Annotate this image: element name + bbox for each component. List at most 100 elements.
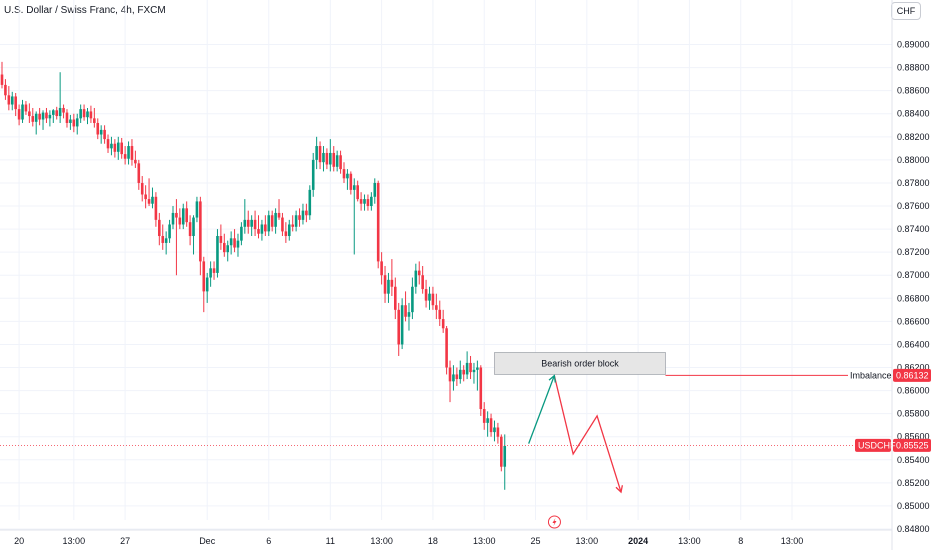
candle-down [479,367,483,410]
candle-down [496,427,500,437]
candle-down [318,146,322,163]
time-tick-label: 18 [428,536,438,546]
price-tick-label: 0.85600 [897,432,930,442]
candle-up [346,173,349,179]
candle-down [45,112,48,119]
time-tick-label: 13:00 [370,536,393,546]
candle-up [79,109,82,119]
price-tick-label: 0.84800 [897,524,930,534]
candle-up [373,182,377,197]
candle-down [158,219,161,237]
time-tick-label: 13:00 [678,536,701,546]
candle-down [188,222,192,237]
arrowhead-up [548,374,556,383]
time-tick-label: 20 [14,536,24,546]
candle-down [349,173,353,190]
candle-up [229,238,233,246]
order-block-label: Bearish order block [541,358,619,368]
candle-down [445,328,448,368]
chart-title: U.S. Dollar / Swiss Franc, 4h, FXCM [4,5,166,16]
candle-down [404,305,407,317]
candle-down [82,109,86,118]
candle-down [257,229,260,234]
time-tick-label: 13:00 [576,536,599,546]
candle-down [500,436,503,467]
candle-down [175,212,178,218]
price-tick-label: 0.86200 [897,363,930,373]
candle-down [0,74,4,85]
price-tick-label: 0.87800 [897,178,930,188]
candle-down [390,279,394,287]
current-price-tag-bg [893,438,931,452]
candle-up [311,159,315,190]
candle-up [75,118,79,127]
candle-up [192,217,195,237]
price-tick-label: 0.88800 [897,63,930,73]
candle-down [123,154,127,159]
candle-up [168,224,171,239]
candle-down [431,293,435,306]
candle-up [387,279,390,294]
candle-up [287,224,291,237]
price-tick-label: 0.86600 [897,316,930,326]
candle-down [455,374,459,380]
candle-down [144,194,147,200]
candle-down [113,143,117,152]
candle-down [339,155,342,170]
price-tick-label: 0.85000 [897,501,930,511]
candle-up [301,210,305,220]
time-tick-label: 27 [120,536,130,546]
candle-down [93,118,96,123]
candle-down [359,199,363,204]
candle-down [199,201,202,262]
symbol-tag-bg [855,438,891,452]
candle-up [363,199,366,204]
candle-down [24,104,28,112]
candle-up [10,96,14,105]
candle-up [164,238,168,243]
candle-down [72,119,76,127]
candle-up [48,114,52,119]
candle-up [329,152,332,165]
candle-up [335,155,339,167]
candle-down [469,362,472,373]
candle-down [55,110,59,117]
candle-up [503,445,507,467]
candle-down [4,84,7,96]
candle-down [356,185,359,200]
candle-down [106,139,110,149]
price-tick-label: 0.87600 [897,201,930,211]
imbalance-price-tag-bg [893,368,931,382]
candle-up [458,369,462,380]
imbalance-price-tag: 0.86132 [896,370,929,380]
candle-down [185,208,188,223]
time-tick-label: 11 [326,536,335,546]
price-tick-label: 0.87200 [897,247,930,257]
candle-up [352,185,356,190]
price-tick-label: 0.88400 [897,109,930,119]
candle-up [400,305,404,345]
price-tick-label: 0.88200 [897,132,930,142]
candle-down [284,231,288,237]
candle-down [202,261,206,292]
candle-up [41,112,45,120]
candle-down [65,112,69,123]
candle-down [89,111,93,119]
candle-up [151,196,154,204]
candle-up [116,142,120,152]
projection-down-path [553,375,622,493]
candle-down [38,113,41,120]
grid-lines [0,0,892,530]
candle-up [414,270,418,287]
annotations: Bearish order block Imbalance [0,352,892,529]
candle-down [178,217,182,225]
candle-down [482,409,486,423]
candle-up [209,268,212,278]
candle-down [212,268,216,273]
candle-up [99,129,103,135]
candle-up [250,219,253,227]
price-axis: 0.89000 0.88800 0.88600 0.88400 0.88200 0.880… [891,0,930,550]
candle-down [233,238,236,248]
candle-down [270,215,274,227]
